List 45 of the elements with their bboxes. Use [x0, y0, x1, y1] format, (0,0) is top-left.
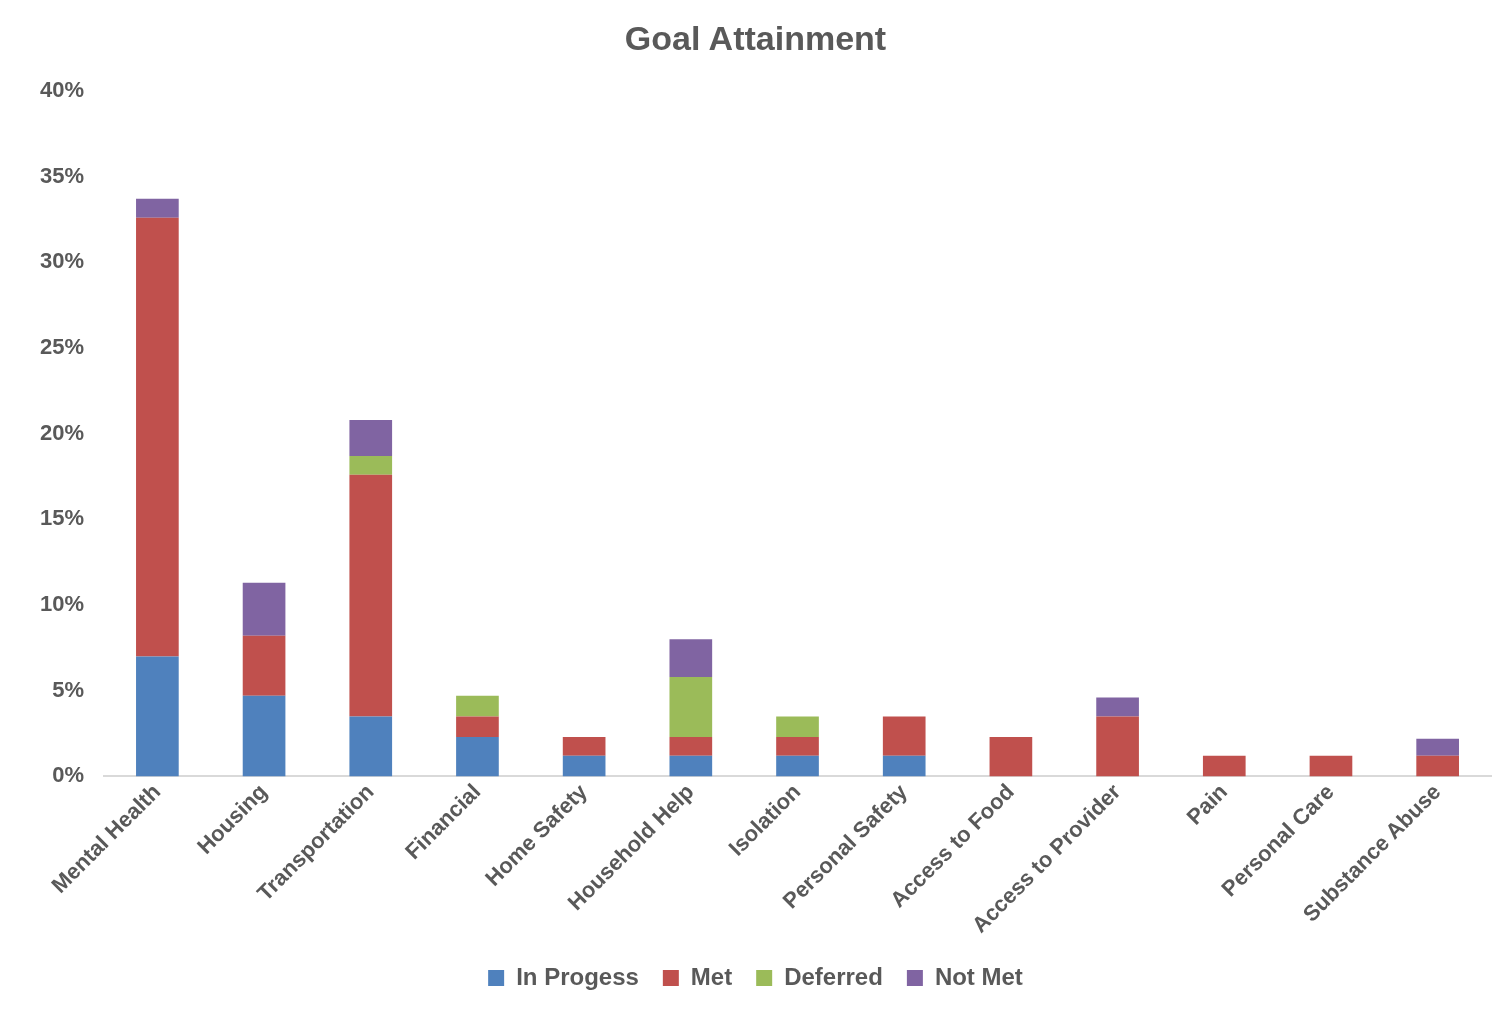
bar [349, 716, 393, 777]
bar [1309, 755, 1353, 777]
bar [349, 474, 393, 717]
bar [136, 656, 179, 777]
bar [242, 582, 286, 636]
bar [882, 716, 926, 756]
bar [456, 695, 499, 717]
bar [349, 455, 393, 475]
bar [456, 716, 499, 737]
bar [456, 736, 499, 777]
y-tick-label: 0% [52, 762, 85, 788]
y-tick-label: 10% [39, 591, 85, 617]
y-tick-label: 20% [39, 419, 85, 445]
bar [1202, 755, 1246, 777]
bar [776, 755, 819, 777]
y-tick-label: 35% [39, 162, 85, 188]
legend-label: Met [690, 962, 733, 990]
bar [1096, 716, 1139, 777]
bar [1416, 755, 1459, 777]
bar [776, 716, 819, 737]
bar [562, 755, 606, 777]
bar [989, 736, 1033, 777]
bar [669, 639, 713, 677]
bar [882, 755, 926, 777]
bar [669, 736, 713, 756]
bar [136, 217, 179, 657]
bar [776, 736, 819, 756]
legend-label: Deferred [784, 962, 883, 990]
bar [349, 419, 393, 456]
bar [136, 198, 179, 218]
chart-title: Goal Attainment [624, 18, 887, 57]
bar [669, 676, 713, 737]
y-tick-label: 25% [39, 333, 85, 359]
legend-label: Not Met [934, 962, 1023, 990]
bar [1416, 738, 1459, 756]
y-tick-label: 5% [52, 676, 85, 702]
y-tick-label: 15% [39, 505, 85, 531]
bar [242, 695, 286, 777]
bar [669, 755, 713, 777]
y-tick-label: 30% [39, 248, 85, 274]
legend-label: In Progess [516, 962, 639, 990]
bar [242, 635, 286, 696]
y-tick-label: 40% [39, 76, 85, 102]
bar [562, 736, 606, 756]
bar [1096, 697, 1139, 717]
